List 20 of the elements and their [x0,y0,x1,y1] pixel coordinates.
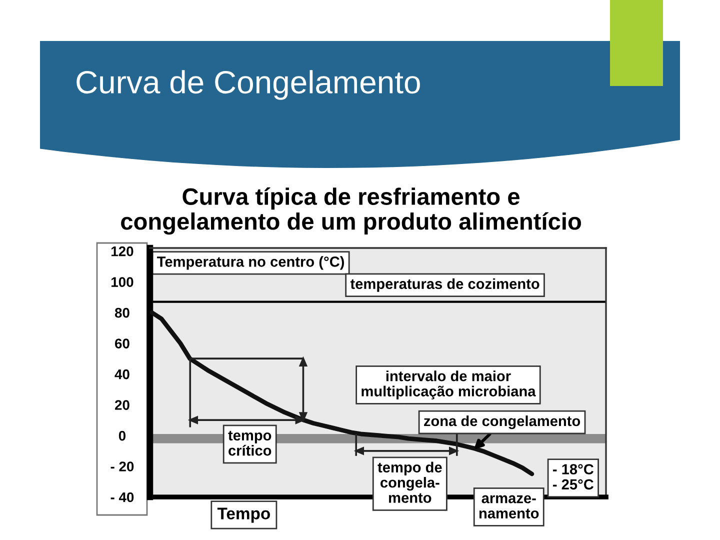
y-tick-label: 0 [118,430,126,441]
y-tick-label: 100 [112,277,134,287]
y-axis-title: Temperatura no centro (°C) [157,256,344,270]
chart-title: Curva de Congelamento [76,70,420,100]
y-tick-label: 60 [115,338,130,348]
y-tick-label: - 20 [110,462,134,472]
annotation: tempo de congela- mento [378,462,442,503]
band-label: zona de congelamento [424,415,580,430]
annotation: tempo crítico [228,430,272,456]
x-axis-title: Tempo [217,508,270,523]
y-tick-label: 20 [114,400,130,410]
annotation: armaze- namento [479,495,539,518]
annotation: intervalo de maior multiplicação microbiana [362,370,536,400]
y-tick-label: 80 [114,308,130,318]
y-tick-label: 120 [112,246,134,256]
chart-subtitle: Curva típica de resfriamento e congelamento de um produto alimentício [121,187,581,235]
y-tick-label: - 40 [110,492,134,502]
y-tick-label: 40 [114,369,130,380]
ref-line-label: temperaturas de cozimento [350,278,540,292]
text: - 18°C - 25°C [552,464,594,490]
